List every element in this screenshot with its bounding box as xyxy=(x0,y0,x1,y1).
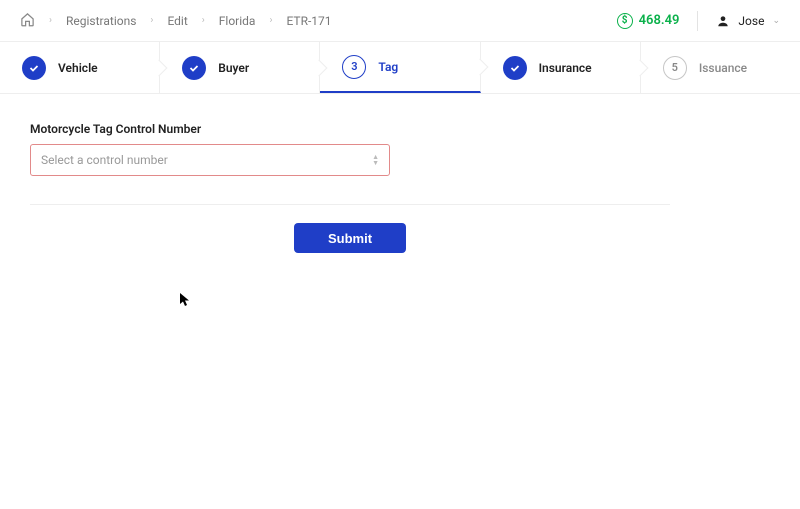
check-icon xyxy=(509,62,521,74)
check-icon xyxy=(188,62,200,74)
cursor-icon xyxy=(180,293,191,310)
step-issuance[interactable]: 5 Issuance xyxy=(641,42,800,93)
select-caret-icon: ▲▼ xyxy=(372,155,379,166)
step-label: Issuance xyxy=(699,61,747,75)
select-placeholder: Select a control number xyxy=(41,153,168,167)
step-label: Insurance xyxy=(539,61,592,75)
breadcrumb-edit[interactable]: Edit xyxy=(167,14,187,28)
breadcrumb-registrations[interactable]: Registrations xyxy=(66,14,136,28)
chevron-right-icon: › xyxy=(150,15,153,26)
check-icon xyxy=(28,62,40,74)
balance-display: $ 468.49 xyxy=(617,13,680,29)
dollar-icon: $ xyxy=(617,13,633,29)
chevron-down-icon: ⌄ xyxy=(772,16,780,26)
divider xyxy=(30,204,670,205)
step-circle-current: 3 xyxy=(342,55,366,79)
step-tag[interactable]: 3 Tag xyxy=(320,42,480,93)
user-icon xyxy=(716,14,730,28)
chevron-right-icon: › xyxy=(269,15,272,26)
username: Jose xyxy=(738,14,764,28)
step-circle-pending: 5 xyxy=(663,56,687,80)
control-number-label: Motorcycle Tag Control Number xyxy=(30,122,770,136)
control-number-select[interactable]: Select a control number ▲▼ xyxy=(30,144,390,176)
breadcrumb-id[interactable]: ETR-171 xyxy=(286,14,331,28)
divider xyxy=(697,11,698,31)
step-circle-done xyxy=(22,56,46,80)
step-label: Vehicle xyxy=(58,61,98,75)
chevron-right-icon: › xyxy=(202,15,205,26)
home-icon[interactable] xyxy=(20,12,35,30)
step-circle-done xyxy=(503,56,527,80)
step-buyer[interactable]: Buyer xyxy=(160,42,320,93)
step-label: Buyer xyxy=(218,61,249,75)
breadcrumb: › Registrations › Edit › Florida › ETR-1… xyxy=(20,12,332,30)
submit-button[interactable]: Submit xyxy=(294,223,406,253)
balance-amount: 468.49 xyxy=(639,13,680,28)
chevron-right-icon: › xyxy=(49,15,52,26)
step-vehicle[interactable]: Vehicle xyxy=(0,42,160,93)
breadcrumb-florida[interactable]: Florida xyxy=(219,14,256,28)
step-circle-done xyxy=(182,56,206,80)
step-insurance[interactable]: Insurance xyxy=(481,42,641,93)
stepper: Vehicle Buyer 3 Tag Insurance 5 Issuance xyxy=(0,42,800,94)
user-menu[interactable]: Jose ⌄ xyxy=(716,14,780,28)
step-label: Tag xyxy=(378,60,398,74)
